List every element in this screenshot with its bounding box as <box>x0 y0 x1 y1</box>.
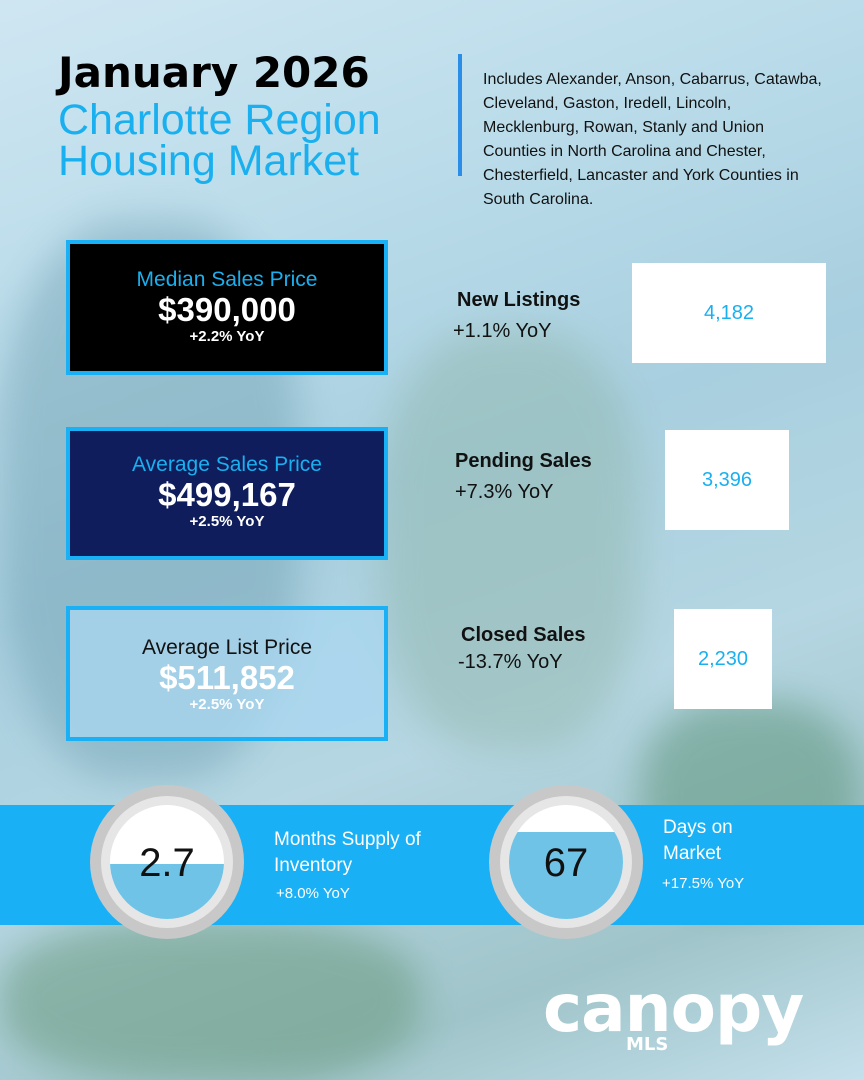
title: January 2026 <box>58 48 370 97</box>
price-card: Average Sales Price $499,167 +2.5% YoY <box>66 427 388 560</box>
subtitle: Charlotte Region <box>58 96 381 144</box>
divider <box>458 54 462 176</box>
card-label: Average Sales Price <box>132 453 322 476</box>
stat-change: +1.1% YoY <box>453 320 552 342</box>
stat-label: Pending Sales <box>455 450 592 472</box>
gauges: 2.7 67 <box>90 785 643 939</box>
gauge-label: Days on Market <box>663 817 733 864</box>
gauge-value: 67 <box>544 841 589 885</box>
gauge-label: Months Supply of Inventory <box>274 829 421 876</box>
gauge-change: +17.5% YoY <box>662 875 745 892</box>
logo-sub: MLS <box>626 1034 669 1055</box>
card-value: $499,167 <box>158 476 296 513</box>
stat-label: Closed Sales <box>461 624 586 646</box>
card-change: +2.5% YoY <box>189 696 265 713</box>
card-value: $511,852 <box>159 659 295 696</box>
stat-value: 3,396 <box>665 430 789 530</box>
card-value: $390,000 <box>158 291 296 328</box>
gauge-change: +8.0% YoY <box>276 885 350 902</box>
price-card: Median Sales Price $390,000 +2.2% YoY <box>66 240 388 375</box>
stat-label: New Listings <box>457 289 581 311</box>
card-change: +2.5% YoY <box>189 513 265 530</box>
stat-change: +7.3% YoY <box>455 481 554 503</box>
card-change: +2.2% YoY <box>189 328 265 345</box>
stat-change: -13.7% YoY <box>458 651 563 673</box>
logo: canopy <box>543 970 804 1047</box>
card-label: Median Sales Price <box>136 268 318 291</box>
background-shape <box>0 920 420 1080</box>
stat-value: 2,230 <box>674 609 772 709</box>
gauge-value: 2.7 <box>139 841 195 885</box>
description: Includes Alexander, Anson, Cabarrus, Cat… <box>483 71 822 208</box>
background-shape <box>380 330 640 750</box>
stat-value: 4,182 <box>632 263 826 363</box>
price-card: Average List Price $511,852 +2.5% YoY <box>66 606 388 741</box>
card-label: Average List Price <box>141 636 313 659</box>
subtitle: Housing Market <box>58 137 360 185</box>
